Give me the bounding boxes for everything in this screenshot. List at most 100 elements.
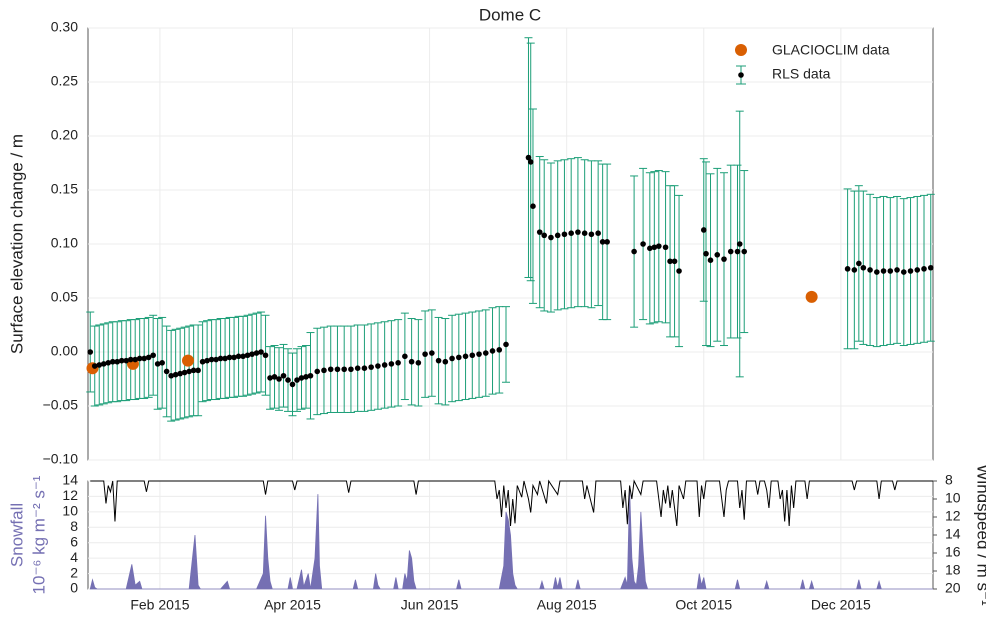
rls-point bbox=[105, 360, 112, 366]
rls-point bbox=[599, 239, 606, 245]
y-tick-label: 0.30 bbox=[51, 19, 78, 35]
rls-point bbox=[172, 371, 179, 378]
rls-point bbox=[132, 356, 138, 363]
rls-point bbox=[289, 381, 296, 388]
x-tick-label: Aug 2015 bbox=[537, 597, 597, 613]
rls-point bbox=[442, 358, 449, 365]
rls-point bbox=[408, 358, 415, 365]
rls-point bbox=[575, 229, 581, 235]
rls-point bbox=[154, 361, 161, 367]
rls-point bbox=[429, 350, 435, 356]
rls-point bbox=[422, 351, 428, 357]
rls-point bbox=[348, 366, 354, 373]
rls-point bbox=[503, 341, 509, 348]
rls-point bbox=[874, 269, 880, 275]
rls-point bbox=[321, 367, 327, 374]
rls-point bbox=[334, 366, 341, 373]
rls-point bbox=[525, 154, 532, 161]
rls-point bbox=[276, 376, 282, 382]
rls-point bbox=[844, 266, 851, 272]
y2-tick-label: 14 bbox=[945, 526, 961, 542]
rls-point bbox=[294, 377, 300, 383]
rls-point bbox=[880, 268, 887, 274]
rls-point bbox=[177, 370, 183, 377]
y-tick-label: 4 bbox=[70, 549, 78, 565]
rls-point bbox=[186, 368, 192, 375]
rls-point bbox=[375, 363, 381, 369]
rls-point bbox=[469, 352, 476, 359]
rls-point bbox=[96, 362, 103, 368]
rls-point bbox=[476, 351, 482, 357]
rls-point bbox=[204, 357, 210, 364]
rls-point bbox=[271, 374, 278, 380]
rls-point bbox=[894, 267, 900, 273]
snowfall-area bbox=[89, 488, 933, 590]
rls-point bbox=[561, 231, 568, 238]
rls-point bbox=[327, 366, 334, 373]
y-tick-label: 0 bbox=[70, 580, 78, 596]
rls-point bbox=[114, 358, 121, 365]
rls-point bbox=[921, 266, 927, 272]
rls-point bbox=[195, 367, 201, 374]
y-tick-label: 2 bbox=[70, 564, 78, 580]
rls-point bbox=[907, 268, 914, 274]
rls-point bbox=[240, 353, 246, 360]
rls-point bbox=[402, 353, 408, 360]
rls-point bbox=[588, 231, 595, 238]
rls-point bbox=[361, 365, 368, 372]
rls-point bbox=[314, 368, 321, 375]
rls-point bbox=[181, 369, 188, 376]
rls-point bbox=[647, 245, 653, 252]
rls-point bbox=[244, 352, 251, 359]
rls-point bbox=[258, 349, 264, 355]
y2-tick-label: 10 bbox=[945, 490, 961, 506]
rls-point bbox=[927, 264, 934, 271]
snowfall-units: 10⁻⁶ kg m⁻² s⁻¹ bbox=[29, 475, 48, 594]
x-tick-label: Oct 2015 bbox=[675, 597, 732, 613]
rls-point bbox=[136, 355, 143, 362]
y2-tick-label: 18 bbox=[945, 562, 961, 578]
rls-point bbox=[109, 358, 116, 365]
rls-point bbox=[604, 239, 610, 245]
rls-point bbox=[91, 363, 98, 369]
rls-point bbox=[298, 375, 305, 381]
rls-point bbox=[231, 354, 237, 361]
rls-point bbox=[226, 354, 233, 361]
legend-marker bbox=[738, 72, 744, 78]
rls-point bbox=[262, 352, 269, 359]
rls-point bbox=[449, 355, 455, 362]
rls-point bbox=[141, 355, 147, 362]
rls-point bbox=[159, 360, 165, 366]
y-tick-label: 0.00 bbox=[51, 343, 78, 359]
rls-point bbox=[190, 367, 197, 374]
y-tick-label: 14 bbox=[62, 472, 78, 488]
rls-point bbox=[163, 368, 170, 375]
rls-point bbox=[541, 232, 548, 239]
rls-point bbox=[651, 244, 658, 251]
rls-point bbox=[496, 347, 503, 353]
rls-point bbox=[536, 229, 543, 235]
rls-point bbox=[676, 268, 682, 274]
rls-point bbox=[741, 248, 748, 255]
rls-point bbox=[415, 360, 422, 366]
rls-point bbox=[123, 357, 130, 364]
rls-point bbox=[217, 355, 224, 362]
chart-title: Dome C bbox=[479, 5, 541, 24]
rls-point bbox=[640, 241, 646, 247]
y-tick-label: 6 bbox=[70, 533, 78, 549]
y-tick-label: 0.15 bbox=[51, 181, 78, 197]
snowfall-label: Snowfall bbox=[7, 503, 26, 567]
rls-point bbox=[285, 377, 291, 383]
rls-point bbox=[213, 356, 219, 363]
glacioclim-point bbox=[805, 290, 818, 303]
windspeed-label: Windspeed / m s⁻¹ bbox=[974, 464, 986, 606]
rls-point bbox=[707, 257, 714, 264]
rls-point bbox=[199, 358, 206, 365]
rls-point bbox=[662, 244, 669, 251]
rls-point bbox=[100, 361, 107, 367]
rls-point bbox=[150, 352, 156, 359]
rls-point bbox=[527, 159, 534, 165]
x-tick-label: Jun 2015 bbox=[401, 597, 459, 613]
